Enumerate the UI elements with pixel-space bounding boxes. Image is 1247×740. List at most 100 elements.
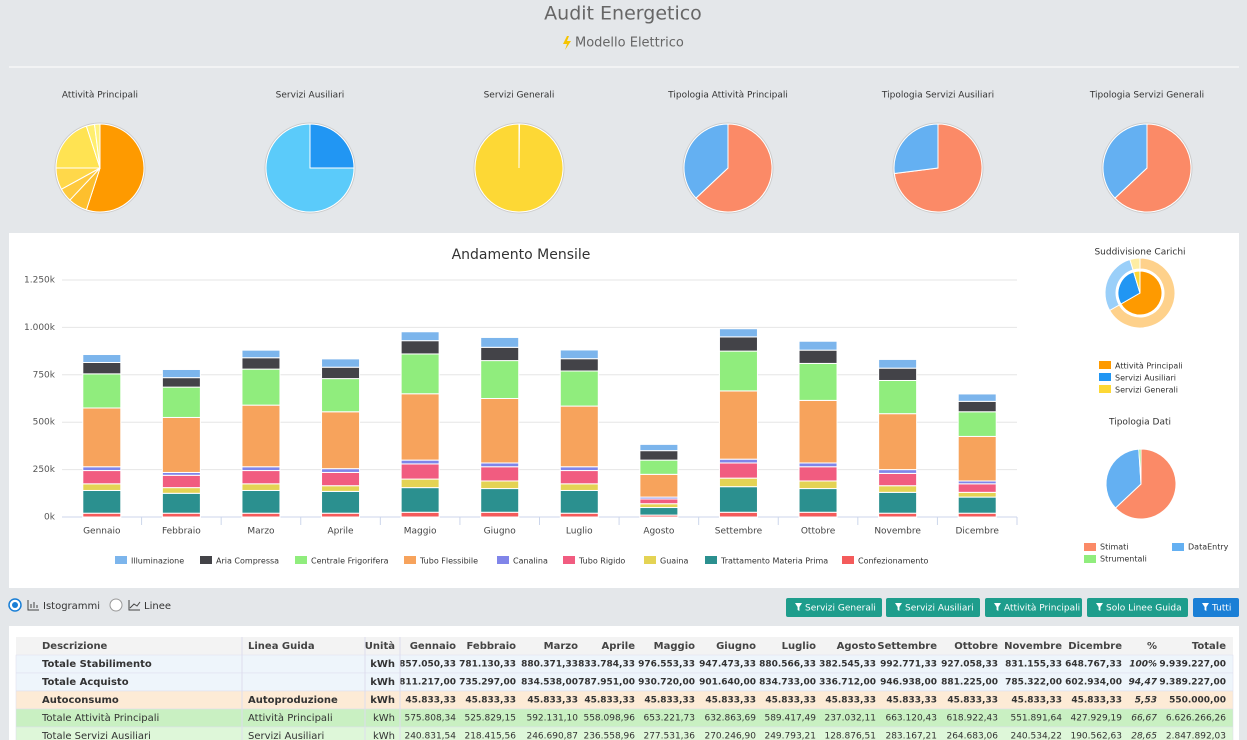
table-cell: 218.415,56 (464, 732, 516, 740)
bar-segment (798, 462, 838, 468)
legend-label: Stimati (1100, 543, 1129, 552)
table-cell: kWh (373, 731, 395, 740)
chart-title: Andamento Mensile (452, 247, 591, 263)
bar-segment (480, 360, 520, 399)
legend-swatch (115, 556, 127, 564)
table-cell: Autoconsumo (42, 695, 119, 706)
bar-segment (400, 393, 440, 461)
bar-segment (718, 336, 758, 352)
pie-slice (1102, 123, 1148, 199)
radio[interactable] (109, 598, 123, 612)
bar-segment (878, 472, 918, 487)
table-cell: 9.939.227,00 (1159, 660, 1226, 670)
bar-segment (480, 511, 520, 518)
table-cell: 781.130,33 (459, 660, 516, 670)
filter-icon (1202, 603, 1209, 611)
bar-segment (639, 473, 679, 498)
bar-segment (480, 480, 520, 490)
pie-border (1101, 122, 1193, 214)
table-cell: 5,53 (1135, 696, 1157, 706)
table-cell: 558.098,96 (583, 714, 635, 724)
bar-segment (82, 470, 122, 485)
bar-segment (559, 483, 599, 491)
bar-segment (957, 483, 997, 493)
table-cell: 45.833,33 (947, 696, 998, 706)
table-cell: 270.246,90 (704, 732, 756, 740)
table-cell: 735.297,00 (459, 678, 516, 688)
column-header: Settembre (877, 641, 937, 652)
bar-segment (480, 398, 520, 464)
filter-button[interactable] (1087, 598, 1188, 617)
column-header: Marzo (544, 641, 578, 652)
bar-segment (321, 358, 361, 368)
table-cell: 128.876,51 (824, 732, 876, 740)
table-cell: Servizi Ausiliari (248, 731, 324, 740)
table-cell: 901.640,00 (699, 678, 756, 688)
pie-slice (1105, 448, 1142, 509)
filter-button[interactable] (1193, 598, 1239, 617)
bar-segment (718, 486, 758, 513)
line-icon (128, 600, 141, 611)
legend-label: DataEntry (1188, 543, 1229, 552)
table-cell: 857.050,33 (399, 660, 456, 670)
pie-border (473, 122, 565, 214)
table-cell: 45.833,33 (644, 696, 695, 706)
bar-segment (82, 407, 122, 468)
bar-segment (480, 466, 520, 482)
pie-title: Tipologia Servizi Ausiliari (881, 91, 994, 101)
column-header: Descrizione (42, 641, 108, 652)
table-cell: 834.538,00 (521, 678, 578, 688)
legend-label: Confezionamento (858, 557, 929, 566)
x-tick-label: Novembre (874, 527, 921, 537)
pie-slice (474, 123, 564, 213)
bar-segment (161, 386, 201, 418)
bar-segment (480, 336, 520, 348)
legend-label: Servizi Ausiliari (1115, 374, 1176, 383)
column-header: Febbraio (466, 641, 516, 652)
table-cell: 190.562,63 (1070, 732, 1122, 740)
table-cell: 45.833,33 (765, 696, 816, 706)
column-header: Agosto (837, 641, 877, 652)
table-cell: 785.322,00 (1005, 678, 1062, 688)
filter-button[interactable] (786, 598, 882, 617)
legend-label: Canalina (513, 557, 548, 566)
legend-label: Tubo Rigido (578, 557, 625, 566)
legend-label: Attività Principali (1115, 362, 1183, 371)
bar-segment (639, 503, 679, 509)
x-tick-label: Giugno (484, 527, 517, 537)
bar-segment (161, 512, 201, 518)
bar-segment (559, 358, 599, 372)
legend-swatch (644, 556, 656, 564)
radio-dot (12, 602, 18, 608)
table-cell: 45.833,33 (705, 696, 756, 706)
bar-segment (798, 362, 838, 401)
pie-slice (93, 123, 101, 169)
legend-label: Servizi Generali (1115, 386, 1178, 395)
table-cell: 653.221,73 (643, 714, 695, 724)
table-cell: kWh (370, 659, 395, 670)
filter-button[interactable] (985, 598, 1082, 617)
pie-border (682, 122, 774, 214)
bar-segment (321, 411, 361, 470)
table-cell: 240.831,54 (404, 732, 456, 740)
bar-segment (400, 511, 440, 518)
bar-segment (400, 331, 440, 342)
table-cell: 94,47 (1129, 678, 1158, 688)
table-cell: 28,65 (1131, 732, 1157, 740)
pie-slice (695, 123, 773, 213)
bar-segment (400, 353, 440, 395)
pie-slice (683, 123, 729, 199)
filter-button[interactable] (886, 598, 980, 617)
bar-segment (321, 490, 361, 514)
table-cell: kWh (373, 713, 395, 724)
bar-segment (161, 416, 201, 473)
legend-swatch (295, 556, 307, 564)
table-cell: 6.626.266,26 (1166, 714, 1226, 724)
table-cell: 811.217,00 (399, 678, 456, 688)
bar-segment (878, 491, 918, 514)
bar-segment (559, 370, 599, 407)
table-cell: 45.833,33 (886, 696, 937, 706)
bar-segment (639, 443, 679, 452)
table-row (15, 726, 1234, 740)
